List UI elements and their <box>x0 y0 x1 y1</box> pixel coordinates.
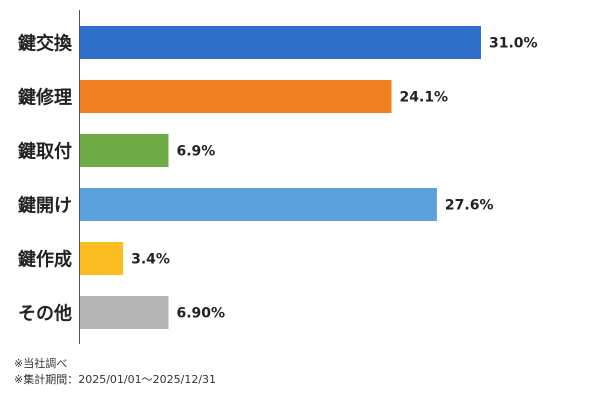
category-label: 鍵作成 <box>18 249 72 271</box>
bar <box>79 26 481 59</box>
value-label: 3.4% <box>131 252 170 268</box>
category-label: 鍵交換 <box>18 33 73 55</box>
value-label: 6.90% <box>176 306 225 322</box>
category-label: 鍵取付 <box>18 141 72 163</box>
source-note: ※当社調べ <box>14 357 68 370</box>
chart-notes: ※当社調べ ※集計期間：2025/01/01〜2025/12/31 <box>14 356 216 388</box>
bar <box>79 296 169 329</box>
bar <box>79 80 392 113</box>
category-label: 鍵修理 <box>18 87 72 109</box>
value-label: 27.6% <box>445 198 494 214</box>
category-label: その他 <box>18 303 72 325</box>
period-note: ※集計期間：2025/01/01〜2025/12/31 <box>14 373 217 386</box>
bar <box>79 242 124 275</box>
bar-chart: 鍵交換 31.0% 鍵修理 24.1% 鍵取付 6.9% 鍵開け 27.6% 鍵作成 3.4% その… <box>18 10 538 344</box>
category-label: 鍵開け <box>18 195 72 217</box>
bar <box>79 188 437 221</box>
value-label: 6.9% <box>176 144 215 160</box>
bar <box>79 134 169 167</box>
value-label: 24.1% <box>400 90 449 106</box>
value-label: 31.0% <box>489 36 538 52</box>
